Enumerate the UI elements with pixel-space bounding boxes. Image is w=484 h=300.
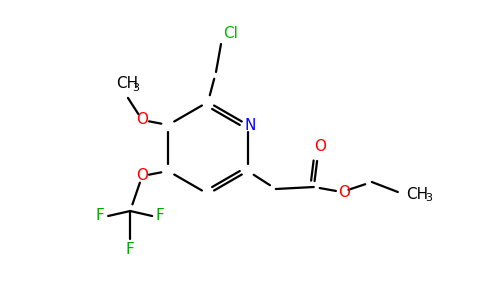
Text: N: N [244,118,256,133]
Text: F: F [156,208,165,224]
Text: F: F [126,242,135,256]
Text: CH: CH [116,76,138,92]
Text: CH: CH [406,187,428,202]
Text: O: O [338,184,350,200]
Text: O: O [314,139,326,154]
Text: 3: 3 [132,83,139,93]
Text: Cl: Cl [224,26,239,41]
Text: 3: 3 [425,193,432,203]
Text: O: O [136,169,148,184]
Text: O: O [136,112,148,128]
Text: F: F [96,208,105,224]
